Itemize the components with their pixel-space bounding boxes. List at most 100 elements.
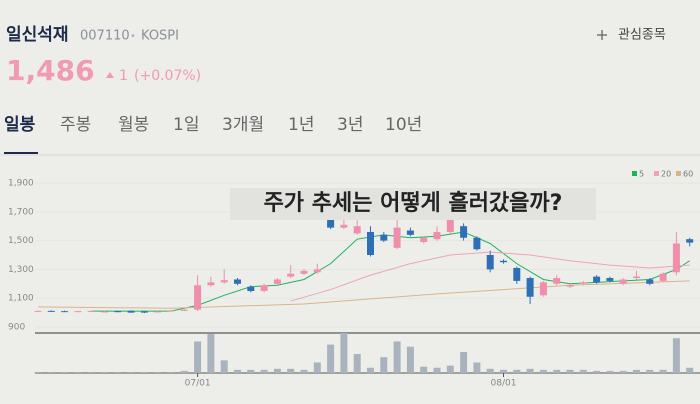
y-tick-label: 1,300 bbox=[8, 265, 34, 275]
volume-bar bbox=[287, 368, 295, 373]
volume-bar bbox=[167, 371, 175, 373]
legend-label: 5 bbox=[639, 170, 644, 179]
legend-swatch bbox=[676, 171, 681, 176]
change: 1 bbox=[119, 68, 128, 84]
volume-bar bbox=[633, 369, 640, 373]
tab[interactable]: 주봉 bbox=[60, 115, 91, 135]
tab-bar: 일봉 주봉 월봉 1일 3개월 1년 3년 10년 bbox=[4, 115, 422, 135]
candle-body bbox=[287, 273, 295, 277]
volume-bar bbox=[140, 371, 148, 373]
price: 1,486 bbox=[6, 54, 95, 87]
candle-body bbox=[433, 231, 441, 240]
volume-bar bbox=[446, 365, 454, 373]
candle-body bbox=[513, 267, 521, 281]
volume-bar bbox=[473, 362, 481, 373]
volume-bar bbox=[460, 351, 468, 373]
volume-bar bbox=[367, 367, 374, 373]
candle-body bbox=[194, 285, 202, 310]
volume-bar bbox=[606, 370, 614, 373]
volume-bar bbox=[154, 371, 162, 373]
candle-body bbox=[553, 278, 561, 284]
volume-bar bbox=[526, 368, 534, 373]
volume-bar bbox=[234, 369, 241, 373]
candle-body bbox=[367, 231, 374, 255]
candle-body bbox=[486, 255, 494, 270]
volume-bar bbox=[619, 370, 627, 373]
volume-bar bbox=[672, 338, 680, 373]
volume-bar bbox=[579, 369, 587, 373]
volume-bar bbox=[34, 371, 42, 373]
candle-body bbox=[180, 309, 188, 311]
candle-body bbox=[460, 226, 468, 238]
candle-body bbox=[234, 279, 241, 284]
candle-body bbox=[672, 243, 680, 273]
candle-body bbox=[686, 239, 694, 243]
volume-bar bbox=[539, 369, 547, 373]
chart-title: 주가 추세는 어떻게 흘러갔을까? bbox=[264, 190, 563, 216]
candle-body bbox=[659, 273, 667, 281]
x-tick-label: 07/01 bbox=[185, 379, 211, 389]
volume-bar bbox=[101, 371, 108, 373]
volume-bar bbox=[180, 370, 188, 373]
candle-body bbox=[406, 230, 414, 235]
candle-body bbox=[167, 310, 175, 312]
candle-body bbox=[247, 286, 255, 291]
candle-body bbox=[353, 226, 361, 234]
volume-bar bbox=[47, 371, 55, 373]
candle-body bbox=[539, 282, 547, 296]
y-tick-label: 1,100 bbox=[8, 294, 34, 304]
candle-body bbox=[260, 285, 268, 291]
candle-body bbox=[47, 310, 55, 312]
tab[interactable]: 일봉 bbox=[4, 115, 36, 135]
candle-body bbox=[273, 279, 281, 284]
volume-bar bbox=[659, 369, 667, 373]
volume-bar bbox=[406, 346, 414, 373]
candle-body bbox=[473, 237, 481, 250]
volume-bar bbox=[393, 341, 401, 373]
tab[interactable]: 1일 bbox=[173, 115, 199, 135]
candle-body bbox=[101, 311, 108, 313]
volume-bar bbox=[553, 369, 561, 373]
volume-bar bbox=[260, 369, 268, 373]
volume-bar bbox=[486, 368, 494, 373]
legend-swatch bbox=[654, 171, 659, 176]
volume-bar bbox=[247, 369, 255, 373]
chart: 1,900 1,700 1,500 1,300 1,100 900 07/01 08/01 5 2… bbox=[8, 170, 700, 389]
tab[interactable]: 10년 bbox=[385, 115, 422, 135]
volume-bar bbox=[273, 368, 281, 373]
candle-body bbox=[380, 234, 388, 241]
candle-body bbox=[646, 279, 654, 284]
volume-bar bbox=[220, 360, 228, 373]
volume-bar bbox=[300, 369, 308, 373]
y-tick-label: 1,900 bbox=[8, 179, 34, 189]
volume-bar bbox=[353, 354, 361, 373]
candle-body bbox=[61, 311, 69, 313]
legend-label: 60 bbox=[683, 170, 693, 179]
candle-body bbox=[140, 311, 148, 313]
candle-body bbox=[313, 269, 321, 273]
candle-body bbox=[619, 279, 627, 284]
y-tick-label: 1,500 bbox=[8, 236, 34, 246]
candle-body bbox=[446, 219, 454, 232]
candle-body bbox=[393, 227, 401, 248]
candle-body bbox=[220, 280, 228, 283]
tab[interactable]: 3년 bbox=[337, 115, 363, 135]
watch-button[interactable]: 관심종목 bbox=[597, 28, 666, 43]
tab[interactable]: 3개월 bbox=[222, 115, 264, 135]
x-tick-label: 08/01 bbox=[491, 379, 517, 389]
volume-bar bbox=[127, 371, 135, 373]
volume-bar bbox=[593, 370, 601, 373]
volume-bar bbox=[74, 371, 82, 373]
y-tick-label: 1,700 bbox=[8, 207, 34, 217]
candle-body bbox=[87, 310, 95, 312]
volume-bar bbox=[566, 369, 574, 373]
volume-bar bbox=[433, 367, 441, 373]
tab[interactable]: 1년 bbox=[288, 115, 314, 135]
tab[interactable]: 월봉 bbox=[118, 115, 149, 135]
candle-body bbox=[154, 311, 162, 313]
candle-body bbox=[340, 224, 348, 228]
change-percent: (+0.07%) bbox=[134, 68, 201, 84]
candle-body bbox=[566, 285, 574, 287]
up-icon bbox=[106, 72, 114, 78]
watch-label: 관심종목 bbox=[618, 28, 666, 43]
